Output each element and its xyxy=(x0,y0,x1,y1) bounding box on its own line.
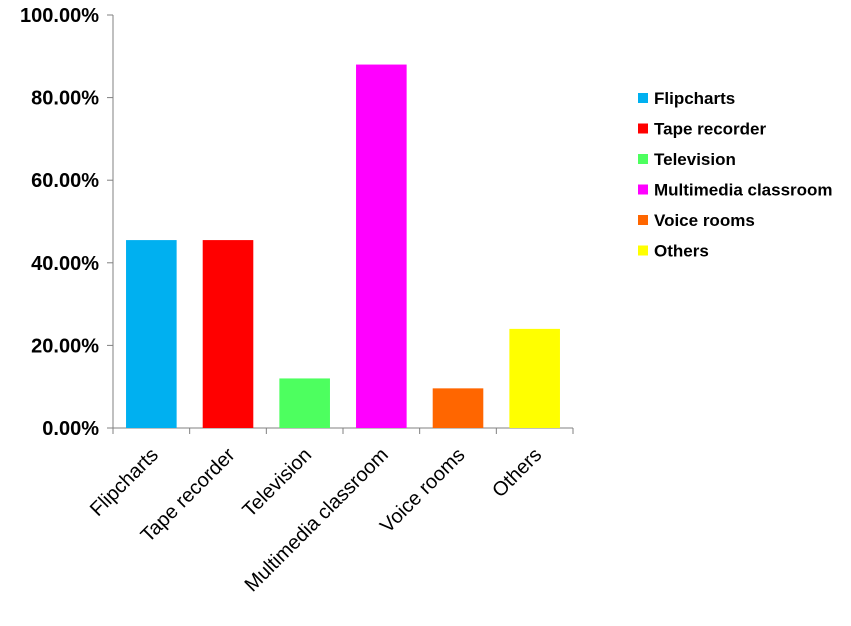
legend-swatch xyxy=(638,93,648,103)
legend-swatch xyxy=(638,154,648,164)
legend-label: Television xyxy=(654,150,736,169)
x-tick-label: Others xyxy=(488,444,546,502)
y-tick-label: 100.00% xyxy=(20,5,99,27)
legend-label: Flipcharts xyxy=(654,89,735,108)
y-tick-label: 20.00% xyxy=(31,335,99,357)
x-tick-label: Television xyxy=(239,444,317,522)
y-tick-label: 0.00% xyxy=(42,418,99,440)
legend-swatch xyxy=(638,184,648,195)
legend-swatch xyxy=(638,123,648,134)
y-tick-label: 60.00% xyxy=(31,170,99,192)
legend-swatch xyxy=(638,245,648,256)
legend-label: Multimedia classroom xyxy=(654,181,833,200)
legend-label: Others xyxy=(654,242,709,261)
bars xyxy=(126,64,560,428)
bar-others xyxy=(509,328,560,428)
x-axis xyxy=(112,427,574,434)
legend-label: Tape recorder xyxy=(654,120,767,139)
y-axis: 0.00% 20.00% 40.00% 60.00% 80.00% 100.00% xyxy=(20,5,114,440)
bar-voice-rooms xyxy=(432,388,484,428)
bar-flipcharts xyxy=(126,240,177,428)
legend-label: Voice rooms xyxy=(654,211,755,230)
y-tick-label: 80.00% xyxy=(31,88,99,110)
legend-swatch xyxy=(638,215,648,225)
y-tick-label: 40.00% xyxy=(31,253,99,275)
bar-multimedia-classroom xyxy=(356,64,407,428)
bar-tape-recorder xyxy=(202,240,254,428)
x-tick-label: Flipcharts xyxy=(86,444,163,521)
x-tick-label: Multimedia classroom xyxy=(241,444,393,596)
legend: Flipcharts Tape recorder Television Multime… xyxy=(638,89,833,261)
bar-television xyxy=(279,378,330,428)
